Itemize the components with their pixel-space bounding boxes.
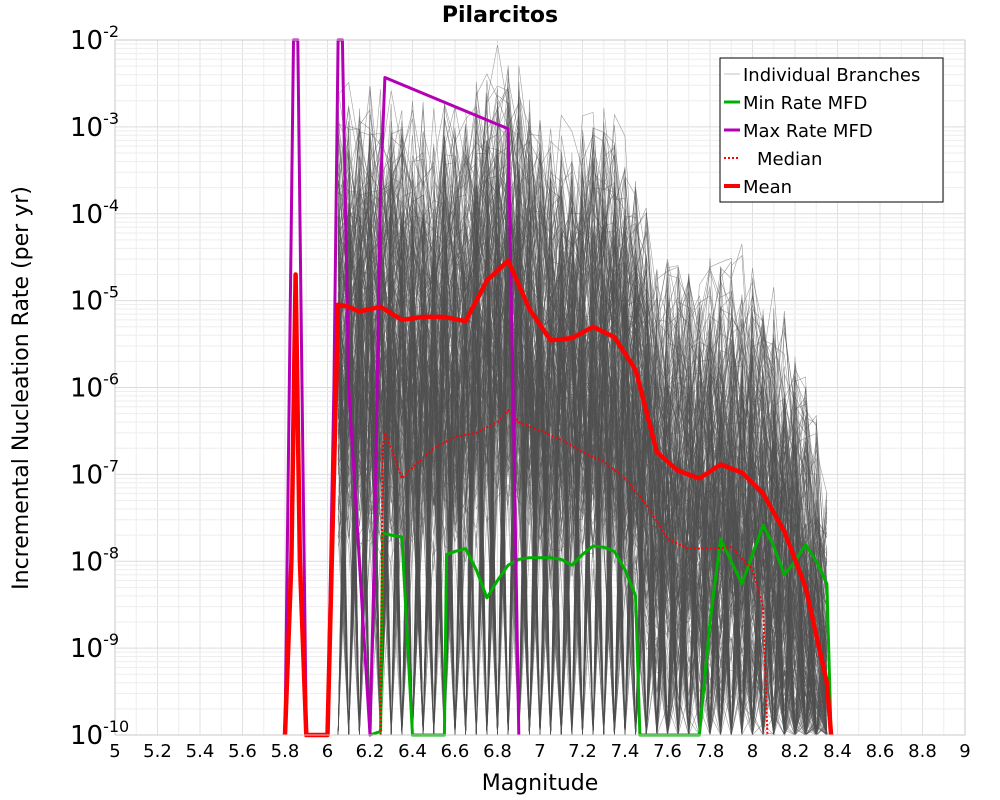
series-mean — [282, 258, 834, 738]
x-tick-label: 7.2 — [568, 741, 597, 762]
x-axis-ticks: 5 5.2 5.4 5.6 5.8 6 6.2 6.4 6.6 6.8 7 7.2 7.4 7.6 7.8 8… — [109, 741, 970, 762]
x-tick-label: 6.4 — [398, 741, 427, 762]
branch-line — [337, 86, 828, 736]
series-median — [379, 409, 769, 736]
x-tick-label: 5 — [109, 741, 120, 762]
x-tick-label: 7 — [534, 741, 545, 762]
branch-line — [337, 81, 828, 736]
y-tick-label: 10-9 — [70, 630, 119, 664]
x-tick-label: 7.8 — [696, 741, 725, 762]
y-tick-label: 10-10 — [70, 717, 129, 751]
legend-label: Individual Branches — [743, 65, 920, 86]
chart-title: Pilarcitos — [442, 3, 558, 28]
y-tick-label: 10-7 — [70, 456, 119, 490]
branch-line — [337, 178, 828, 736]
x-tick-label: 5.6 — [228, 741, 257, 762]
x-tick-label: 8.4 — [823, 741, 852, 762]
y-tick-label: 10-4 — [70, 196, 119, 230]
legend-label: Mean — [743, 177, 792, 198]
x-tick-label: 9 — [959, 741, 970, 762]
branch-line — [337, 173, 828, 736]
x-tick-label: 6.8 — [483, 741, 512, 762]
x-tick-label: 6 — [322, 741, 333, 762]
x-tick-label: 5.8 — [271, 741, 300, 762]
y-tick-label: 10-5 — [70, 283, 119, 317]
branch-line — [337, 234, 828, 736]
x-tick-label: 8.6 — [866, 741, 895, 762]
x-tick-label: 8 — [747, 741, 758, 762]
legend-label: Median — [757, 149, 822, 170]
series-min-rate-mfd — [369, 523, 833, 737]
branch-line — [337, 143, 828, 736]
legend-label: Min Rate MFD — [743, 93, 867, 114]
legend: Individual Branches Min Rate MFD Max Rate … — [719, 57, 944, 203]
x-tick-label: 6.2 — [356, 741, 385, 762]
y-tick-label: 10-3 — [70, 109, 119, 143]
y-tick-label: 10-2 — [70, 22, 119, 56]
branch-line — [337, 106, 828, 736]
legend-box — [719, 57, 944, 203]
x-tick-label: 7.6 — [653, 741, 682, 762]
y-axis-ticks: 10-10 10-9 10-8 10-7 10-6 10-5 10-4 10-3 10-2 — [70, 22, 129, 751]
plot-frame — [114, 39, 966, 736]
legend-label: Max Rate MFD — [743, 121, 873, 142]
branch-line — [338, 320, 828, 737]
x-tick-label: 7.4 — [611, 741, 640, 762]
x-tick-label: 5.4 — [186, 741, 215, 762]
branch-line — [337, 88, 828, 736]
y-tick-label: 10-6 — [70, 370, 119, 404]
branch-line — [337, 322, 827, 736]
x-axis-label: Magnitude — [482, 771, 599, 796]
x-tick-label: 8.8 — [908, 741, 937, 762]
individual-branches — [337, 44, 828, 737]
x-tick-label: 5.2 — [143, 741, 172, 762]
branch-line — [337, 209, 828, 736]
y-axis-label: Incremental Nucleation Rate (per yr) — [9, 186, 34, 590]
y-tick-label: 10-8 — [70, 543, 119, 577]
x-tick-label: 8.2 — [781, 741, 810, 762]
x-tick-label: 6.6 — [441, 741, 470, 762]
branch-line — [337, 223, 828, 736]
